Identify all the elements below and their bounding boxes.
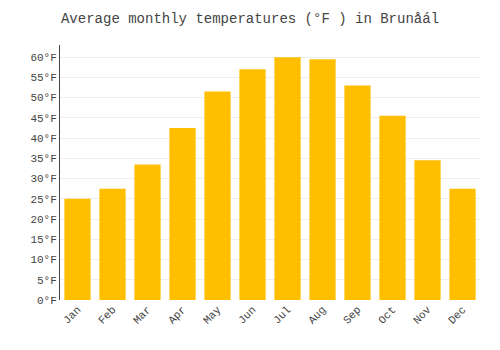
svg-text:25°F: 25°F (30, 194, 56, 206)
svg-text:Dec: Dec (446, 304, 468, 326)
svg-text:20°F: 20°F (30, 214, 56, 226)
svg-text:Jan: Jan (61, 304, 83, 326)
svg-text:Average monthly temperatures (: Average monthly temperatures (°F ) in Br… (61, 11, 439, 27)
svg-text:0°F: 0°F (37, 295, 57, 307)
svg-text:15°F: 15°F (30, 234, 56, 246)
svg-text:30°F: 30°F (30, 173, 56, 185)
svg-text:45°F: 45°F (30, 113, 56, 125)
svg-text:Jul: Jul (271, 304, 293, 326)
svg-text:50°F: 50°F (30, 92, 56, 104)
svg-text:Oct: Oct (376, 304, 398, 326)
svg-text:40°F: 40°F (30, 133, 56, 145)
svg-text:Nov: Nov (411, 304, 434, 327)
svg-text:Sep: Sep (341, 304, 363, 326)
svg-text:May: May (201, 304, 224, 327)
svg-text:Feb: Feb (96, 304, 118, 326)
svg-text:Jun: Jun (236, 304, 258, 326)
svg-text:55°F: 55°F (30, 72, 56, 84)
svg-text:5°F: 5°F (37, 275, 57, 287)
svg-text:60°F: 60°F (30, 52, 56, 64)
svg-text:35°F: 35°F (30, 153, 56, 165)
svg-text:Mar: Mar (131, 304, 153, 326)
svg-text:Aug: Aug (306, 304, 328, 326)
svg-text:10°F: 10°F (30, 254, 56, 266)
svg-text:Apr: Apr (166, 304, 188, 326)
